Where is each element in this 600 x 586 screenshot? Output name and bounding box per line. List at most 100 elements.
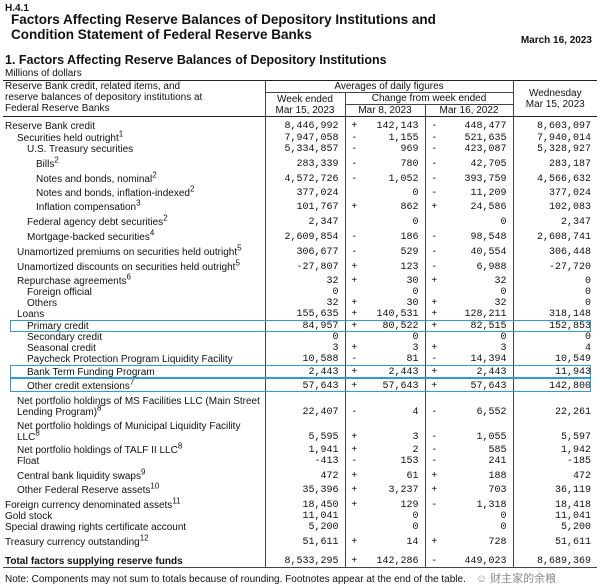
footnote-ref: 2 bbox=[152, 170, 157, 180]
change-a-sign: - bbox=[344, 455, 363, 467]
week-value: 155,635 bbox=[264, 308, 345, 320]
change-b-value: 128,211 bbox=[464, 308, 507, 320]
change-b-sign: + bbox=[424, 319, 443, 332]
change-b-sign bbox=[424, 510, 443, 522]
change-header: Change from week ended bbox=[344, 92, 514, 105]
table-row: Seasonal credit 3 +3 +3 4 bbox=[3, 342, 598, 354]
change-a-value: 0 bbox=[412, 521, 419, 533]
table-row: Other credit extensions7 57,643 +57,643 +57… bbox=[3, 377, 598, 392]
week-ended-header: Week ended Mar 15, 2023 bbox=[264, 92, 345, 117]
change-a-sign: + bbox=[344, 532, 363, 548]
change-b-sign: - bbox=[424, 442, 443, 456]
change-a-sign: + bbox=[344, 272, 363, 287]
change-a-sign: + bbox=[344, 442, 363, 456]
week-value: 283,339 bbox=[264, 154, 345, 170]
change-b-value: 32 bbox=[494, 297, 507, 309]
change-b-sign: - bbox=[424, 169, 443, 185]
week-value: 0 bbox=[264, 286, 345, 298]
table-row: Bills2 283,339-780-42,705 283,187 bbox=[3, 154, 598, 170]
change-b-sign bbox=[424, 331, 443, 343]
week-value: 306,677 bbox=[264, 242, 345, 258]
table-row: Bank Term Funding Program 2,443 +2,443 +2,4… bbox=[3, 364, 598, 378]
wednesday-value: 377,024 bbox=[512, 184, 598, 199]
change-b-value: 14,394 bbox=[470, 353, 507, 365]
change-b-sign: - bbox=[424, 131, 443, 144]
change-b-value: 188 bbox=[488, 470, 507, 482]
table-row: Special drawing rights certificate accou… bbox=[3, 521, 598, 533]
change-b-sign: - bbox=[424, 257, 443, 273]
week-value: 32 bbox=[264, 272, 345, 287]
table-row: Secondary credit 0 0 0 0 bbox=[3, 331, 598, 343]
footnote-ref: 1 bbox=[118, 129, 124, 139]
change-b-sign: + bbox=[424, 297, 443, 309]
table-row: Primary credit 84,957 +80,522 +82,515 152,85… bbox=[3, 319, 598, 332]
week-value: 5,334,857 bbox=[264, 143, 345, 155]
change-a-value: 2 bbox=[412, 444, 419, 456]
change-a-sign bbox=[344, 331, 363, 343]
wednesday-value: 51,611 bbox=[512, 532, 598, 548]
total-row: Total factors supplying reserve funds 8,5… bbox=[3, 547, 598, 568]
wednesday-value: 152,853 bbox=[512, 319, 598, 332]
change-a-sign: - bbox=[344, 131, 363, 144]
row-label: Other credit extensions7 bbox=[27, 377, 135, 392]
row-label: Float bbox=[17, 455, 40, 467]
page-title: Factors Affecting Reserve Balances of De… bbox=[11, 12, 436, 42]
wednesday-value: 283,187 bbox=[512, 154, 598, 170]
change-a-value: 81 bbox=[406, 353, 419, 365]
row-label: Bills2 bbox=[36, 155, 59, 170]
change-b-sign: + bbox=[424, 342, 443, 354]
change-a-value: 3,237 bbox=[388, 484, 419, 496]
change-b-sign: + bbox=[424, 377, 443, 392]
change-a-value: 1,155 bbox=[388, 132, 419, 144]
change-a-sign: + bbox=[344, 198, 363, 213]
week-value: 32 bbox=[264, 297, 345, 309]
row-label: Central bank liquidity swaps9 bbox=[17, 467, 146, 482]
change-a-sign: + bbox=[344, 495, 363, 511]
table-row: Net portfolio holdings of Municipal Liqu… bbox=[3, 417, 598, 443]
wednesday-value: 4,566,632 bbox=[512, 169, 598, 185]
wednesday-value: 306,448 bbox=[512, 242, 598, 258]
change-a-value: 780 bbox=[400, 158, 419, 170]
change-b-sign: - bbox=[424, 184, 443, 199]
row-label: Reserve Bank credit bbox=[5, 120, 96, 132]
wednesday-value: -27,720 bbox=[512, 257, 598, 273]
wednesday-value: 2,608,741 bbox=[512, 227, 598, 243]
wednesday-value: 11,041 bbox=[512, 510, 598, 522]
wednesday-value: 318,148 bbox=[512, 308, 598, 320]
change-b-value: 1,318 bbox=[476, 499, 507, 511]
row-label: Net portfolio holdings of Municipal Liqu… bbox=[17, 420, 241, 443]
change-b-value: 3 bbox=[500, 342, 507, 354]
week-value: 57,643 bbox=[264, 377, 345, 392]
week-value: 51,611 bbox=[264, 532, 345, 548]
change-b-value: 11,209 bbox=[470, 187, 507, 199]
change-a-sign: - bbox=[344, 242, 363, 258]
change-a-sign: - bbox=[344, 391, 363, 418]
label-column-header: Reserve Bank credit, related items, and r… bbox=[3, 80, 265, 117]
row-label: Secondary credit bbox=[27, 331, 103, 343]
table-row: Foreign official 0 0 0 0 bbox=[3, 286, 598, 298]
row-label: Gold stock bbox=[5, 510, 53, 522]
wednesday-value: 8,689,369 bbox=[512, 547, 598, 568]
table-row: Net portfolio holdings of TALF II LLC8 1,… bbox=[3, 442, 598, 456]
wednesday-value: 8,603,097 bbox=[512, 116, 598, 132]
row-label: Special drawing rights certificate accou… bbox=[5, 521, 187, 533]
table-row: Other Federal Reserve assets10 35,396 +3,2… bbox=[3, 481, 598, 496]
table-row: Securities held outright1 7,947,058-1,155… bbox=[3, 129, 598, 144]
table-row: Central bank liquidity swaps9 472 +61 +188 4… bbox=[3, 466, 598, 482]
change-b-value: 40,554 bbox=[470, 246, 507, 258]
change-b-sign: - bbox=[424, 116, 443, 132]
row-label: Foreign currency denominated assets11 bbox=[5, 496, 181, 511]
table-row: Net portfolio holdings of MS Facilities … bbox=[3, 391, 598, 418]
week-value: 2,609,854 bbox=[264, 227, 345, 243]
table-row: Notes and bonds, inflation-indexed2 377,0… bbox=[3, 184, 598, 199]
week-value: 7,947,058 bbox=[264, 131, 345, 144]
week-value: 101,767 bbox=[264, 198, 345, 213]
averages-header: Averages of daily figures bbox=[264, 80, 514, 93]
table-row: Gold stock 11,041 0 0 11,041 bbox=[3, 510, 598, 522]
change-a-value: 3 bbox=[412, 342, 419, 354]
change-b-value: 57,643 bbox=[470, 380, 507, 392]
reserve-factors-table: Reserve Bank credit, related items, and r… bbox=[3, 80, 598, 568]
release-code: H.4.1 bbox=[5, 3, 29, 14]
change-b-value: 585 bbox=[488, 444, 507, 456]
footnote-ref: 6 bbox=[126, 272, 131, 282]
